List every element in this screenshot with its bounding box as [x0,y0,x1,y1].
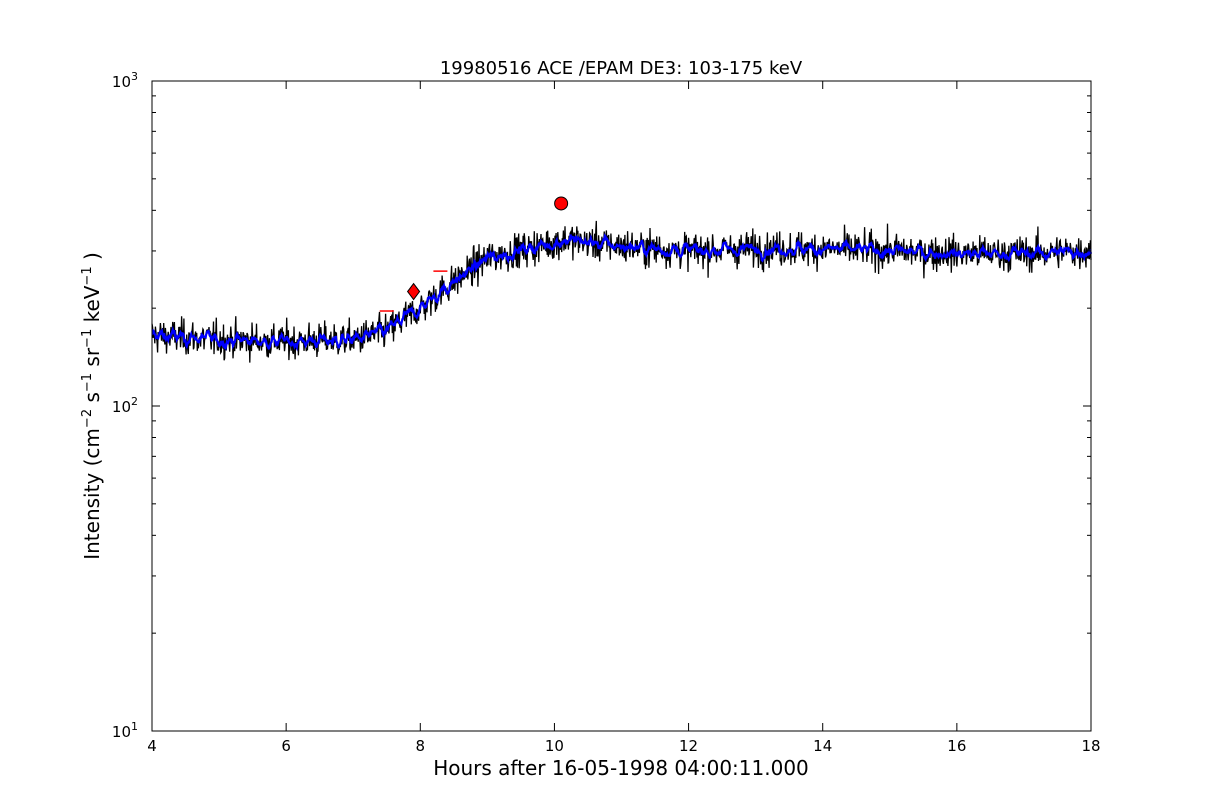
y-label-s: s [80,392,104,409]
x-tick-label: 18 [1081,737,1100,755]
x-axis-label: Hours after 16-05-1998 04:00:11.000 [433,756,809,780]
y-label-exp-s: −1 [80,373,95,392]
x-axis: 4 6 8 10 12 14 16 18 [147,81,1101,755]
marker-diamond-1 [406,282,421,301]
x-tick-label: 4 [147,737,157,755]
x-tick-label: 6 [281,737,291,755]
plot-frame [151,80,1092,732]
y-label-prefix: Intensity (cm [80,428,104,560]
marker-circle-0 [554,196,569,211]
plot-area [151,80,1093,732]
x-tick-label: 8 [416,737,426,755]
x-tick-label: 12 [679,737,698,755]
series-layer [151,220,1093,363]
y-label-sr: sr [80,347,104,373]
y-label-exp-cm: −2 [80,409,95,428]
series-smoothed-line [151,232,1093,352]
x-tick-label: 10 [545,737,564,755]
x-tick-label: 14 [813,737,832,755]
y-tick-label: 101 [112,720,138,741]
y-axis-label: Intensity (cm−2 s−1 sr−1 keV−1 ) [80,252,104,560]
chart-title: 19980516 ACE /EPAM DE3: 103-175 keV [440,58,803,79]
x-tick-label: 16 [947,737,966,755]
y-label-exp-kev: −1 [80,266,95,285]
y-label-exp-sr: −1 [80,329,95,348]
y-label-suffix: ) [80,252,104,266]
series-raw-line [151,220,1092,363]
marker-layer [379,196,569,312]
y-tick-label: 103 [112,70,138,91]
y-label-kev: keV [80,285,104,329]
y-tick-label: 102 [112,395,138,416]
y-axis: 101 102 103 [112,70,1091,741]
